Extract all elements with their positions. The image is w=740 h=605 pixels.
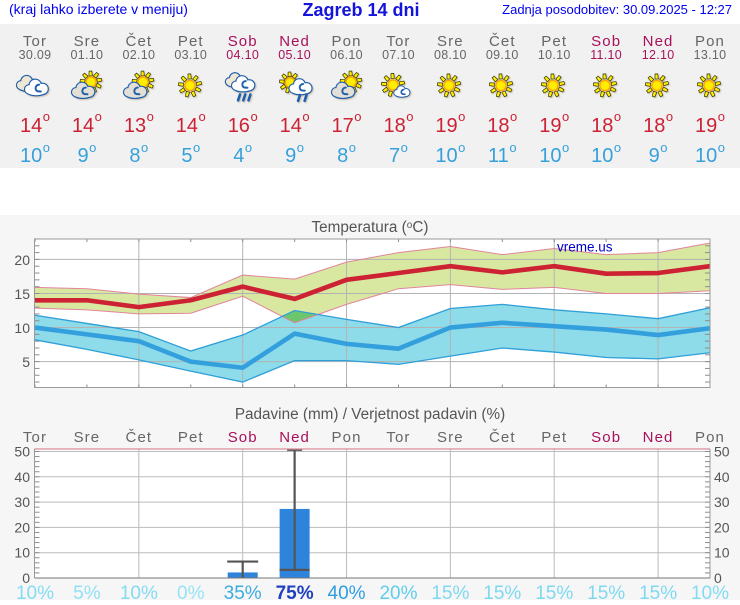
svg-text:30: 30 xyxy=(14,494,30,510)
svg-text:10: 10 xyxy=(14,545,30,561)
svg-text:20: 20 xyxy=(714,519,730,535)
svg-text:20: 20 xyxy=(14,252,30,268)
svg-text:10: 10 xyxy=(14,320,30,336)
svg-text:5: 5 xyxy=(22,354,30,370)
svg-text:15: 15 xyxy=(14,286,30,302)
svg-text:vreme.us: vreme.us xyxy=(557,240,613,255)
svg-text:30: 30 xyxy=(714,494,730,510)
svg-text:0: 0 xyxy=(22,570,30,586)
svg-text:50: 50 xyxy=(714,444,730,460)
svg-text:40: 40 xyxy=(14,469,30,485)
svg-text:0: 0 xyxy=(714,570,722,586)
svg-text:40: 40 xyxy=(714,469,730,485)
svg-text:20: 20 xyxy=(14,519,30,535)
svg-text:10: 10 xyxy=(714,545,730,561)
svg-text:50: 50 xyxy=(14,444,30,460)
